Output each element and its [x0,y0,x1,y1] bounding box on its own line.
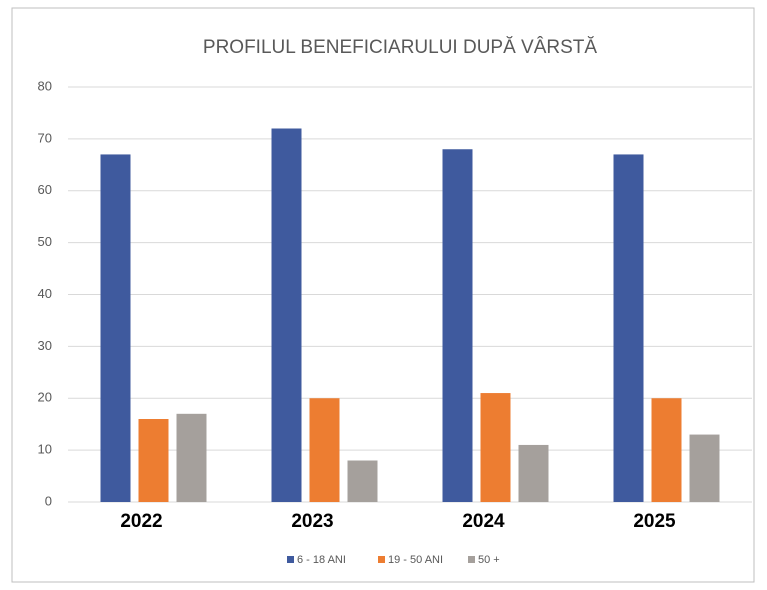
bar [309,398,340,502]
bar [651,398,682,502]
legend-label: 19 - 50 ANI [388,554,443,566]
x-tick-label: 2022 [120,511,162,532]
y-tick-label: 10 [38,442,52,457]
y-tick-label: 80 [38,78,52,93]
y-tick-label: 30 [38,338,52,353]
legend-swatch [468,556,475,563]
bar [100,154,131,502]
x-tick-label: 2024 [462,511,505,532]
y-tick-label: 0 [45,493,52,508]
y-tick-label: 60 [38,182,52,197]
y-tick-label: 70 [38,130,52,145]
y-tick-label: 20 [38,390,52,405]
chart-title: PROFILUL BENEFICIARULUI DUPĂ VÂRSTĂ [203,36,597,58]
bar [176,413,207,502]
bar [138,419,169,502]
y-tick-label: 50 [38,234,52,249]
x-tick-label: 2023 [291,511,333,532]
y-tick-label: 40 [38,286,52,301]
bar [442,149,473,502]
bar [347,460,378,502]
bar [689,434,720,502]
legend-label: 6 - 18 ANI [297,554,346,566]
bar [480,393,511,502]
bar [613,154,644,502]
legend-swatch [287,556,294,563]
bar [518,444,549,502]
legend-swatch [378,556,385,563]
x-tick-label: 2025 [633,511,676,532]
legend-label: 50 + [478,554,500,566]
bar [271,128,302,502]
